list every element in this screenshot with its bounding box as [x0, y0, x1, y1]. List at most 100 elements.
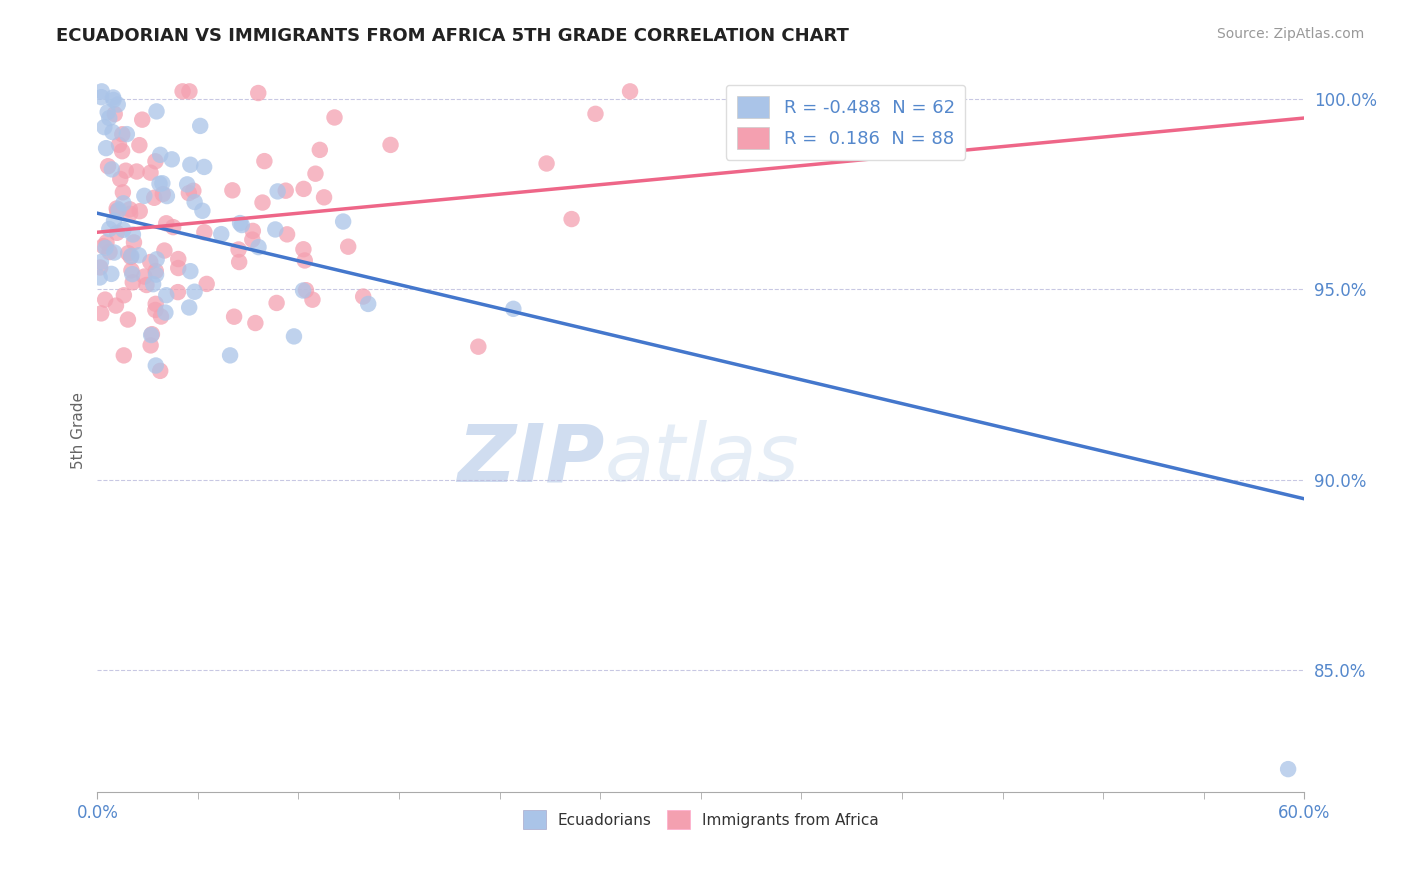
Point — [120, 263, 142, 277]
Point — [536, 156, 558, 170]
Point — [139, 255, 162, 269]
Point — [585, 107, 607, 121]
Point — [145, 268, 167, 282]
Point — [93, 120, 115, 135]
Point — [183, 184, 205, 198]
Point — [176, 178, 198, 192]
Legend: Ecuadorians, Immigrants from Africa: Ecuadorians, Immigrants from Africa — [516, 804, 884, 835]
Point — [155, 216, 177, 230]
Point — [188, 119, 211, 133]
Point — [103, 245, 125, 260]
Point — [245, 316, 267, 330]
Text: ECUADORIAN VS IMMIGRANTS FROM AFRICA 5TH GRADE CORRELATION CHART: ECUADORIAN VS IMMIGRANTS FROM AFRICA 5TH… — [56, 27, 849, 45]
Point — [145, 359, 167, 373]
Point — [619, 84, 641, 98]
Point — [107, 97, 129, 112]
Point — [114, 163, 136, 178]
Point — [167, 285, 190, 299]
Point — [295, 283, 318, 297]
Point — [150, 310, 173, 324]
Point — [143, 191, 166, 205]
Point — [117, 246, 139, 260]
Point — [221, 183, 243, 197]
Point — [183, 194, 205, 209]
Point — [103, 214, 125, 228]
Point — [1277, 762, 1299, 776]
Point — [105, 204, 128, 219]
Point — [90, 90, 112, 104]
Point — [155, 288, 177, 302]
Point — [148, 177, 170, 191]
Point — [323, 111, 346, 125]
Point — [101, 125, 124, 139]
Point — [96, 235, 118, 250]
Point — [145, 302, 167, 317]
Point — [150, 176, 173, 190]
Point — [167, 260, 190, 275]
Text: atlas: atlas — [605, 420, 799, 498]
Point — [121, 267, 143, 281]
Point — [231, 218, 253, 232]
Point — [139, 338, 162, 352]
Point — [156, 189, 179, 203]
Point — [247, 240, 270, 254]
Point — [224, 310, 246, 324]
Point — [141, 327, 163, 342]
Point — [89, 260, 111, 275]
Point — [183, 285, 205, 299]
Text: Source: ZipAtlas.com: Source: ZipAtlas.com — [1216, 27, 1364, 41]
Point — [110, 172, 132, 186]
Point — [292, 242, 315, 256]
Point — [352, 289, 374, 303]
Point — [98, 222, 121, 236]
Point — [111, 186, 134, 200]
Point — [118, 202, 141, 217]
Point — [115, 127, 138, 141]
Point — [247, 86, 270, 100]
Point — [131, 112, 153, 127]
Point — [162, 220, 184, 235]
Point — [380, 137, 402, 152]
Point — [561, 212, 583, 227]
Point — [149, 148, 172, 162]
Point — [97, 159, 120, 173]
Point — [219, 348, 242, 362]
Point — [90, 306, 112, 320]
Point — [98, 111, 121, 125]
Point — [128, 138, 150, 153]
Point — [107, 202, 129, 217]
Point — [195, 277, 218, 291]
Point — [120, 249, 142, 263]
Point — [172, 84, 194, 98]
Point — [91, 239, 114, 253]
Point — [142, 277, 165, 292]
Point — [357, 297, 380, 311]
Point — [125, 164, 148, 178]
Point — [332, 214, 354, 228]
Point — [94, 241, 117, 255]
Point — [149, 364, 172, 378]
Point — [111, 144, 134, 158]
Point — [264, 222, 287, 236]
Point — [266, 296, 288, 310]
Point — [145, 297, 167, 311]
Point — [141, 328, 163, 343]
Point — [103, 93, 125, 107]
Point — [128, 204, 150, 219]
Point — [128, 248, 150, 262]
Point — [134, 189, 156, 203]
Point — [117, 312, 139, 326]
Point — [253, 154, 276, 169]
Point — [145, 264, 167, 278]
Point — [292, 284, 315, 298]
Point — [101, 162, 124, 177]
Point — [160, 153, 183, 167]
Point — [121, 275, 143, 289]
Point — [139, 166, 162, 180]
Point — [97, 105, 120, 120]
Point — [135, 278, 157, 293]
Point — [179, 158, 201, 172]
Point — [94, 293, 117, 307]
Y-axis label: 5th Grade: 5th Grade — [72, 392, 86, 468]
Point — [228, 255, 250, 269]
